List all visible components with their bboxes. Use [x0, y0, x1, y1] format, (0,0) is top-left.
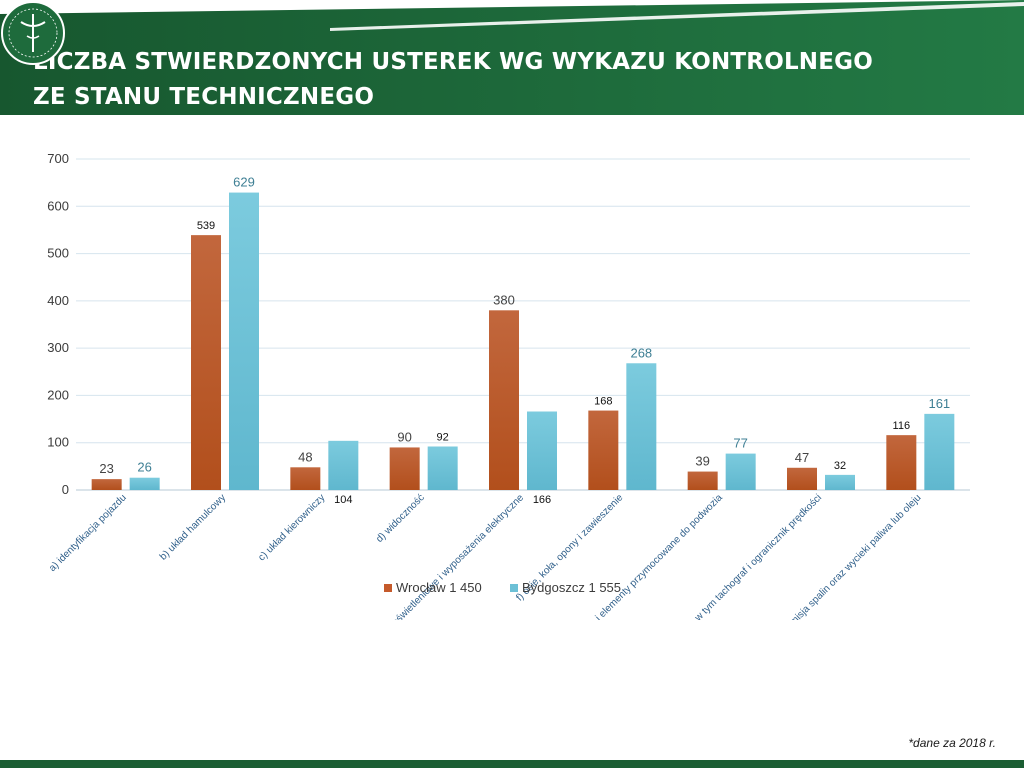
- data-label: 539: [197, 220, 215, 232]
- data-label: 48: [298, 449, 312, 464]
- data-label: 92: [437, 431, 449, 443]
- bar-bydgoszcz: [527, 411, 557, 490]
- bar-wroclaw: [886, 435, 917, 490]
- bar-bydgoszcz: [725, 453, 756, 490]
- legend-label-bydgoszcz: Bydgoszcz 1 555: [522, 580, 621, 595]
- data-label: 39: [695, 454, 709, 469]
- x-category-label: c) układ kierowniczy: [256, 492, 327, 563]
- data-label: 161: [928, 396, 950, 411]
- bar-wroclaw: [389, 447, 420, 490]
- inspection-emblem-icon: [1, 1, 65, 65]
- bar-bydgoszcz: [427, 446, 458, 490]
- page-title-line-2: ZE STANU TECHNICZNEGO: [33, 84, 375, 110]
- y-tick-label: 500: [47, 246, 69, 261]
- y-tick-label: 300: [47, 340, 69, 355]
- footnote: *dane za 2018 r.: [908, 736, 996, 750]
- data-label: 47: [795, 450, 809, 465]
- header-background: [0, 0, 1024, 115]
- data-label: 629: [233, 175, 255, 190]
- legend-swatch-bydgoszcz: [510, 584, 518, 592]
- legend-label-wroclaw: Wrocław 1 450: [396, 580, 482, 595]
- x-category-label: g) podwozie i elementy przymocowane do p…: [553, 492, 725, 620]
- data-label: 380: [493, 292, 515, 307]
- bar-bydgoszcz: [129, 477, 160, 490]
- data-label: 90: [397, 429, 411, 444]
- y-tick-label: 700: [47, 151, 69, 166]
- bar-wroclaw: [191, 235, 221, 490]
- data-label: 268: [630, 345, 652, 360]
- bar-wroclaw: [787, 467, 817, 490]
- bar-wroclaw: [588, 410, 619, 490]
- bottom-bar: [0, 760, 1024, 768]
- data-label: 26: [137, 460, 151, 475]
- data-label: 77: [733, 436, 747, 451]
- data-label: 23: [99, 461, 113, 476]
- data-label: 168: [594, 396, 612, 408]
- data-label: 32: [834, 460, 846, 472]
- x-category-label: a) identyfikacja pojazdu: [47, 492, 129, 574]
- x-category-label: e) urządzenia oświetleniowe i wyposażeni…: [345, 492, 526, 620]
- page-title-line-1: LICZBA STWIERDZONYCH USTEREK WG WYKAZU K…: [33, 49, 873, 75]
- bar-wroclaw: [687, 471, 718, 490]
- data-label: 104: [334, 494, 352, 506]
- y-tick-label: 0: [62, 482, 69, 497]
- bar-bydgoszcz: [328, 440, 359, 490]
- bar-chart: 0 100 200 300 400 500 600 700 23 26 539 629 48 104 90…: [47, 151, 970, 620]
- bar-bydgoszcz: [825, 474, 855, 490]
- data-label: 166: [533, 494, 551, 506]
- bar-bydgoszcz: [229, 192, 259, 490]
- y-tick-label: 200: [47, 387, 69, 402]
- x-category-label: i) uciążliwość, w tym emisja spalin oraz…: [718, 492, 923, 620]
- y-tick-label: 400: [47, 293, 69, 308]
- bar-wroclaw: [290, 467, 321, 490]
- y-tick-label: 100: [47, 435, 69, 450]
- bar-wroclaw: [91, 479, 122, 490]
- bar-wroclaw: [489, 310, 519, 490]
- bar-bydgoszcz: [924, 413, 955, 490]
- data-label: 116: [893, 420, 911, 432]
- legend-swatch-wroclaw: [384, 584, 392, 592]
- y-tick-label: 600: [47, 198, 69, 213]
- header-banner: LICZBA STWIERDZONYCH USTEREK WG WYKAZU K…: [0, 0, 1024, 115]
- x-category-label: d) widoczność: [374, 492, 427, 545]
- x-category-label: b) układ hamulcowy: [158, 492, 228, 562]
- bar-bydgoszcz: [626, 363, 657, 490]
